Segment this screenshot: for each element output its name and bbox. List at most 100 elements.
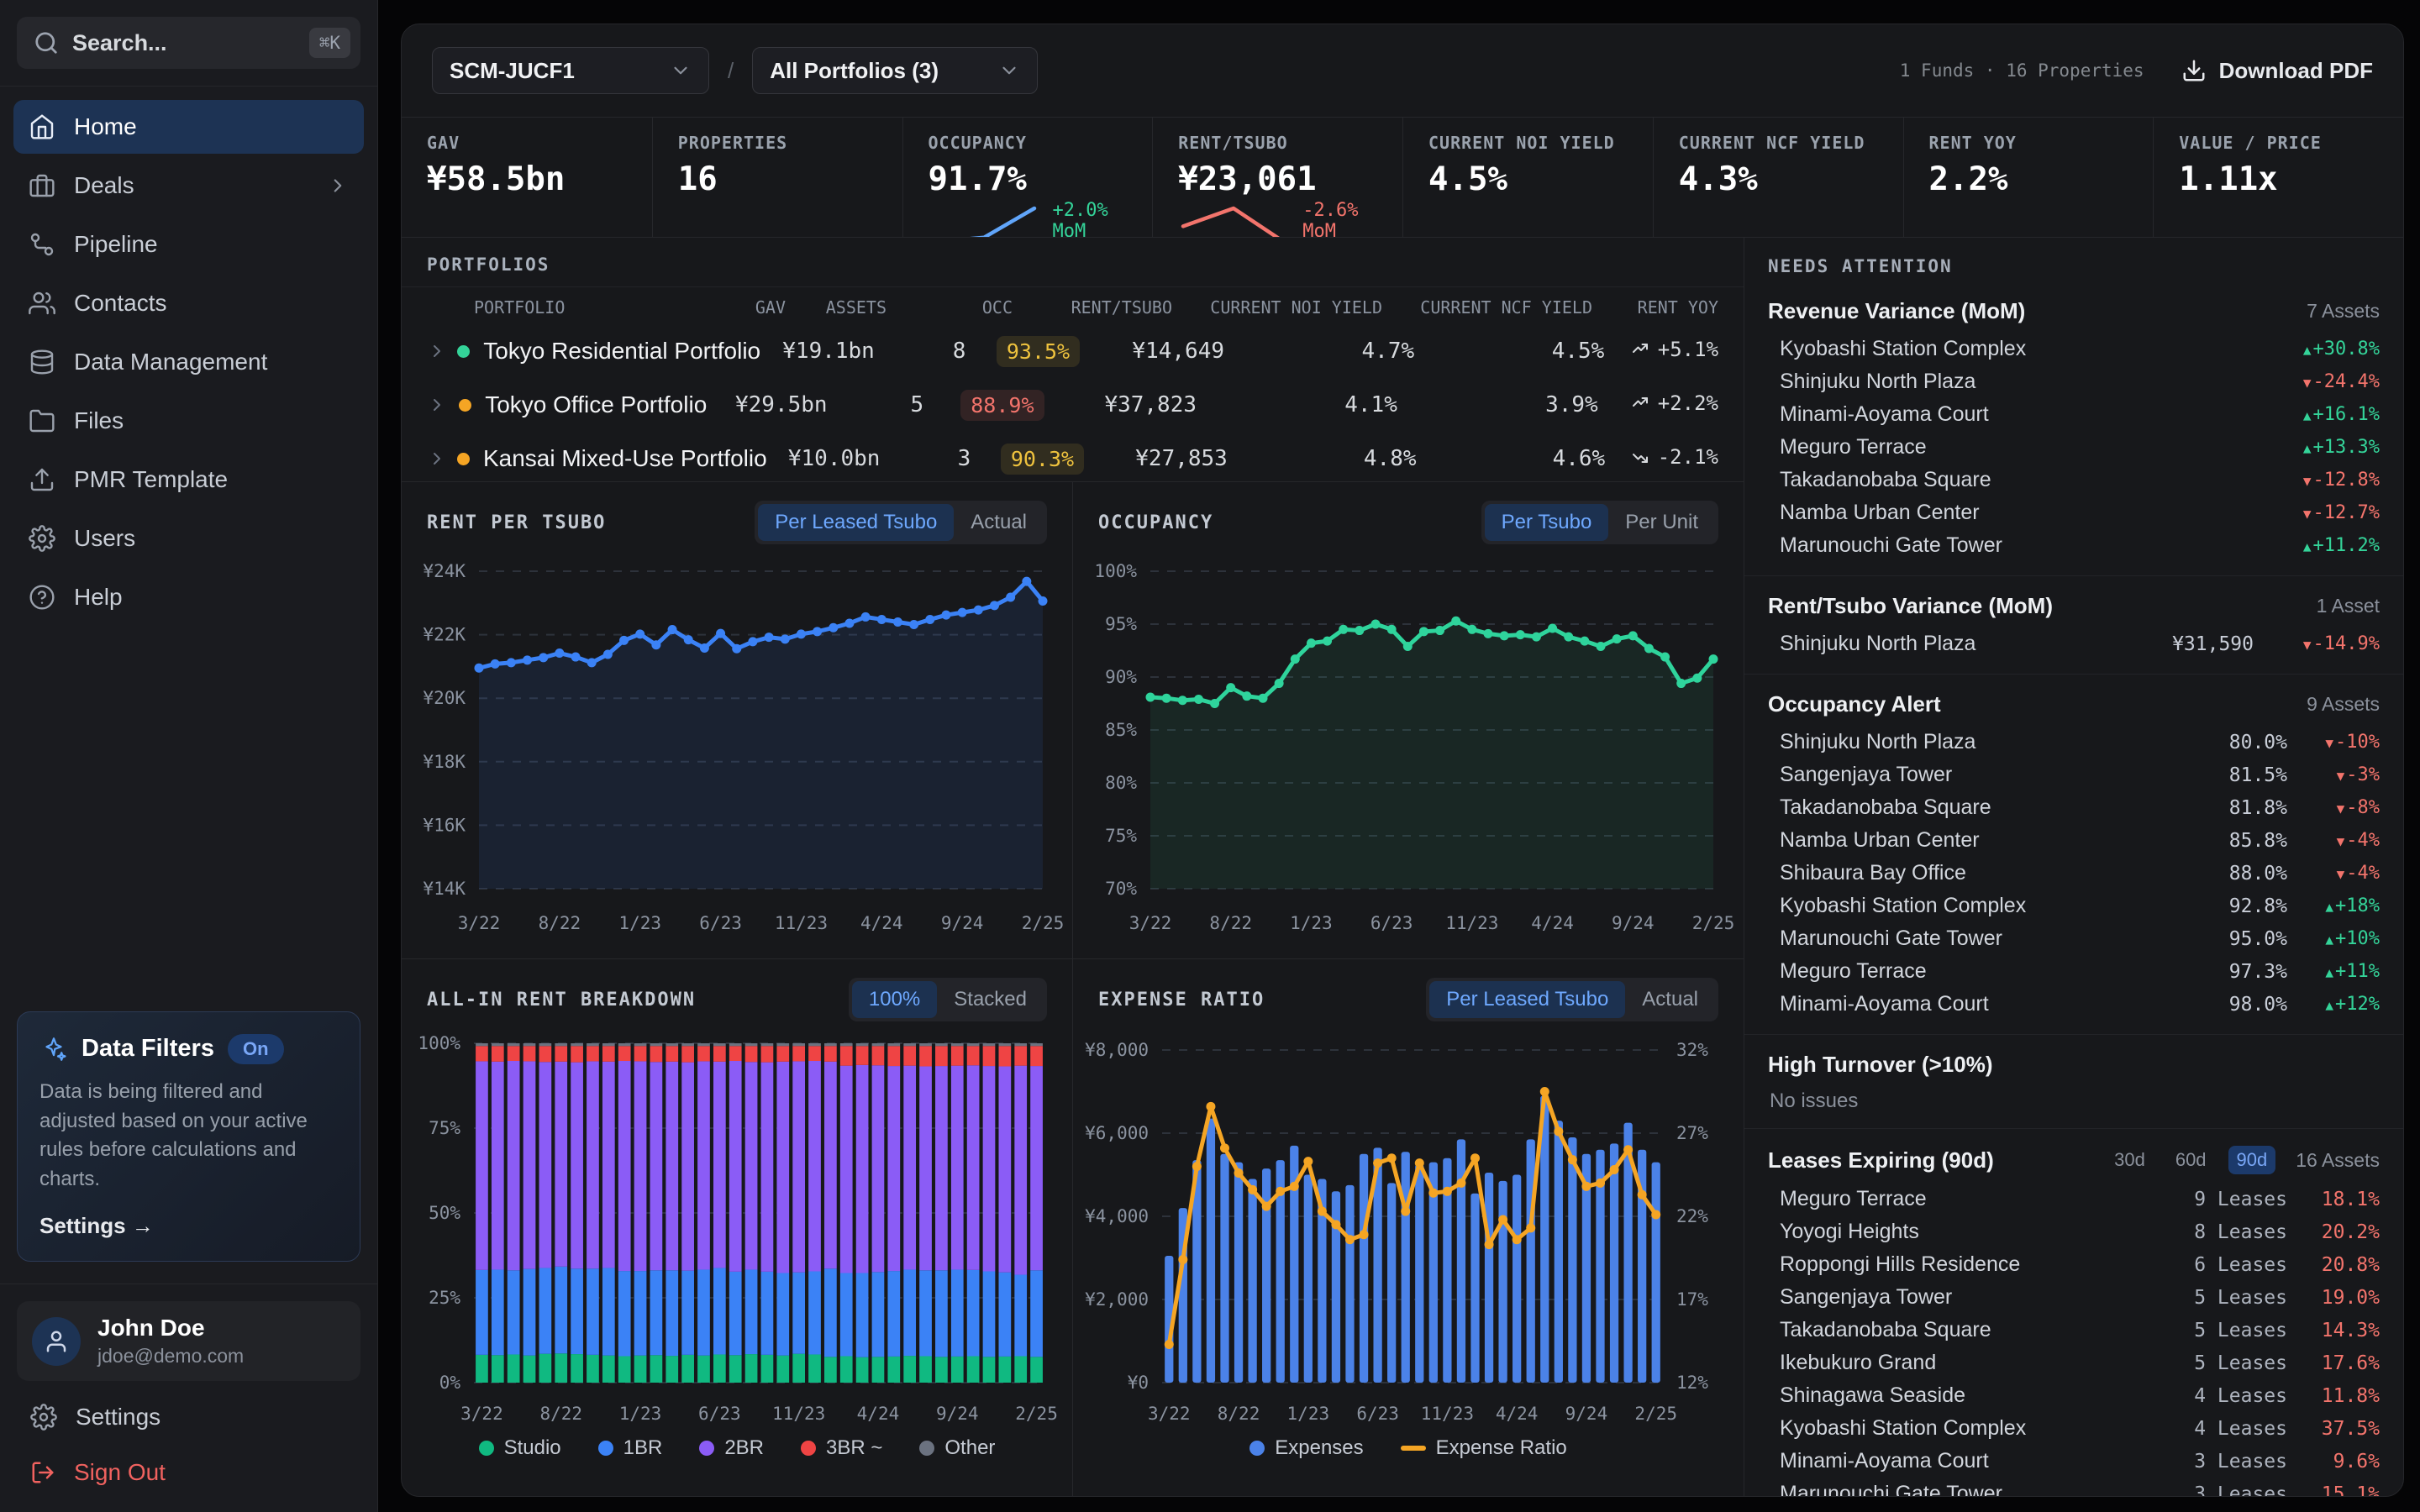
asset-name: Kyobashi Station Complex	[1780, 894, 2229, 918]
svg-text:2/25: 2/25	[1634, 1404, 1677, 1424]
sidebar-item-pipeline[interactable]: Pipeline	[13, 218, 364, 271]
portfolio-noi-yield: 4.1%	[1197, 392, 1397, 417]
trend-up-icon	[1631, 339, 1651, 360]
portfolio-occ: 88.9%	[923, 390, 1044, 421]
kpi-label: RENT YOY	[1929, 133, 2128, 153]
occupancy-toggle-per-unit[interactable]: Per Unit	[1608, 504, 1715, 541]
kpi-current-noi-yield: CURRENT NOI YIELD 4.5%	[1402, 118, 1653, 237]
portfolio-row[interactable]: Kansai Mixed-Use Portfolio ¥10.0bn 3 90.…	[402, 432, 1744, 486]
occupancy-toggle-per-tsubo[interactable]: Per Tsubo	[1485, 504, 1609, 541]
svg-text:95%: 95%	[1105, 614, 1137, 634]
svg-text:4/24: 4/24	[1496, 1404, 1539, 1424]
kpi-value: 91.7%	[929, 160, 1128, 198]
dashboard-main: SCM-JUCF1 / All Portfolios (3) 1 Funds ·…	[401, 24, 2404, 1497]
portfolio-row[interactable]: Tokyo Residential Portfolio ¥19.1bn 8 93…	[402, 324, 1744, 378]
expense-ratio-toggle-per-leased-tsubo[interactable]: Per Leased Tsubo	[1429, 981, 1625, 1018]
tab-60d[interactable]: 60d	[2167, 1146, 2215, 1174]
portfolio-selector[interactable]: All Portfolios (3)	[752, 47, 1038, 94]
expand-chevron-icon[interactable]	[427, 449, 457, 469]
expense-ratio-toggle-actual[interactable]: Actual	[1625, 981, 1715, 1018]
change-value: ▲+11.2%	[2279, 535, 2380, 556]
fund-selector[interactable]: SCM-JUCF1	[432, 47, 709, 94]
sign-out-button[interactable]: Sign Out	[0, 1445, 377, 1500]
data-filters-settings-link[interactable]: Settings →	[39, 1213, 338, 1239]
portfolio-name: Tokyo Residential Portfolio	[483, 338, 760, 365]
chart-panel-expense-ratio: EXPENSE RATIO Per Leased TsuboActual ¥01…	[1073, 959, 1744, 1496]
sidebar-item-home[interactable]: Home	[13, 100, 364, 154]
sidebar-item-files[interactable]: Files	[13, 394, 364, 448]
section-title: Occupancy Alert	[1768, 691, 2291, 717]
occupancy-value: 85.8%	[2229, 830, 2287, 852]
expand-chevron-icon[interactable]	[427, 395, 459, 415]
rent-per-tsubo-toggle-per-leased-tsubo[interactable]: Per Leased Tsubo	[758, 504, 954, 541]
section-title: High Turnover (>10%)	[1768, 1052, 2380, 1078]
tab-90d[interactable]: 90d	[2228, 1146, 2276, 1174]
chart-toggle-group: 100%Stacked	[849, 978, 1047, 1021]
svg-text:2/25: 2/25	[1692, 913, 1735, 933]
tab-30d[interactable]: 30d	[2106, 1146, 2154, 1174]
kpi-value: 1.11x	[2179, 160, 2378, 198]
sidebar-item-help[interactable]: Help	[13, 570, 364, 624]
attention-item: Shinjuku North Plaza ¥31,590 ▼-14.9%	[1768, 627, 2380, 660]
svg-text:0%: 0%	[439, 1373, 461, 1393]
sidebar-item-pmr-template[interactable]: PMR Template	[13, 453, 364, 507]
svg-text:3/22: 3/22	[1148, 1404, 1191, 1424]
sidebar-item-contacts[interactable]: Contacts	[13, 276, 364, 330]
svg-text:¥16K: ¥16K	[423, 815, 466, 835]
download-pdf-button[interactable]: Download PDF	[2181, 58, 2373, 84]
attention-item: Namba Urban Center 85.8% ▼-4%	[1768, 824, 2380, 857]
help-icon	[29, 584, 55, 611]
portfolios-title: PORTFOLIOS	[402, 238, 1744, 287]
sidebar-item-label: PMR Template	[74, 466, 228, 493]
user-card[interactable]: John Doe jdoe@demo.com	[17, 1301, 360, 1381]
svg-text:85%: 85%	[1105, 720, 1137, 740]
svg-text:¥14K: ¥14K	[423, 879, 466, 899]
all-in-rent-breakdown-toggle-stacked[interactable]: Stacked	[937, 981, 1044, 1018]
status-dot	[459, 399, 471, 412]
svg-text:25%: 25%	[429, 1288, 460, 1308]
lease-pct: 11.8%	[2287, 1385, 2380, 1407]
asset-name: Shibaura Bay Office	[1780, 861, 2229, 885]
no-issues-text: No issues	[1768, 1086, 2380, 1115]
svg-text:11/23: 11/23	[1421, 1404, 1474, 1424]
sidebar-item-users[interactable]: Users	[13, 512, 364, 565]
kpi-rent-tsubo: RENT/TSUBO ¥23,061 -2.6% MoM	[1152, 118, 1402, 237]
occupancy-value: 81.5%	[2229, 764, 2287, 786]
change-value: ▼-4%	[2287, 863, 2380, 884]
fund-selector-value: SCM-JUCF1	[450, 58, 575, 84]
sidebar-item-label: Help	[74, 584, 123, 611]
search-input[interactable]: Search... ⌘K	[17, 17, 360, 69]
svg-text:3/22: 3/22	[458, 913, 501, 933]
asset-name: Minami-Aoyama Court	[1780, 1449, 2153, 1473]
svg-text:50%: 50%	[429, 1203, 460, 1223]
column-header: CURRENT NCF YIELD	[1382, 297, 1592, 318]
svg-text:11/23: 11/23	[1445, 913, 1498, 933]
asset-name: Meguro Terrace	[1780, 435, 2279, 459]
rent-per-tsubo-toggle-actual[interactable]: Actual	[954, 504, 1044, 541]
svg-text:3/22: 3/22	[460, 1404, 503, 1424]
svg-text:6/23: 6/23	[699, 913, 742, 933]
sidebar-item-deals[interactable]: Deals	[13, 159, 364, 213]
charts-grid: RENT PER TSUBO Per Leased TsuboActual ¥1…	[402, 482, 1744, 1496]
change-value: ▼-12.7%	[2279, 502, 2380, 523]
user-email: jdoe@demo.com	[97, 1345, 244, 1368]
svg-text:11/23: 11/23	[775, 913, 828, 933]
kpi-value: ¥58.5bn	[427, 160, 627, 198]
sign-out-icon	[30, 1460, 55, 1485]
portfolio-row[interactable]: Tokyo Office Portfolio ¥29.5bn 5 88.9% ¥…	[402, 378, 1744, 432]
legend-item: Expenses	[1249, 1436, 1363, 1460]
data-filters-card: Data Filters On Data is being filtered a…	[17, 1011, 360, 1262]
asset-name: Yoyogi Heights	[1780, 1220, 2153, 1244]
sign-out-label: Sign Out	[74, 1459, 166, 1486]
sidebar-item-settings[interactable]: Settings	[0, 1389, 377, 1445]
all-in-rent-breakdown-toggle-100-[interactable]: 100%	[852, 981, 937, 1018]
sidebar-item-data-management[interactable]: Data Management	[13, 335, 364, 389]
lease-window-tabs: 30d 60d 90d	[2106, 1146, 2275, 1174]
upload-icon	[29, 466, 55, 493]
svg-text:12%: 12%	[1676, 1373, 1708, 1393]
portfolio-ncf-yield: 4.5%	[1414, 339, 1604, 364]
svg-text:6/23: 6/23	[1356, 1404, 1399, 1424]
asset-name: Marunouchi Gate Tower	[1780, 533, 2279, 558]
expand-chevron-icon[interactable]	[427, 341, 457, 361]
section-count: 7 Assets	[2307, 300, 2380, 323]
